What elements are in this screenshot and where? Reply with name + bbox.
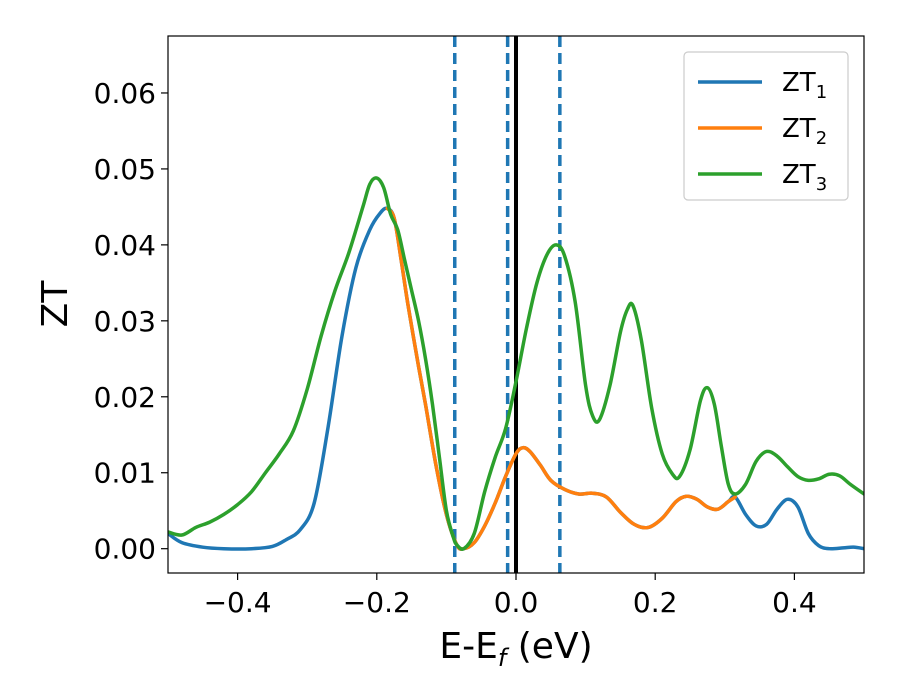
series-lines	[168, 176, 864, 551]
series-line-zt3	[168, 176, 864, 551]
y-tick-label: 0.01	[94, 457, 156, 490]
legend-label-zt1: ZT1	[782, 68, 827, 103]
y-tick-label: 0.04	[94, 229, 156, 262]
x-tick-label: −0.2	[343, 586, 411, 619]
y-tick-label: 0.02	[94, 381, 156, 414]
x-axis-label: E-Ef (eV)	[439, 626, 592, 672]
y-tick-label: 0.06	[94, 77, 156, 110]
y-axis-ticks: 0.00 0.01 0.02 0.03 0.04 0.05 0.06	[94, 77, 168, 566]
legend-box	[683, 51, 849, 201]
x-tick-label: 0.0	[494, 586, 539, 619]
series-line-zt2	[385, 206, 737, 551]
x-tick-label: 0.2	[633, 586, 678, 619]
legend-label-zt3: ZT3	[782, 160, 827, 195]
y-tick-label: 0.05	[94, 153, 156, 186]
y-tick-label: 0.03	[94, 305, 156, 338]
x-axis-ticks: −0.4 −0.2 0.0 0.2 0.4	[204, 573, 817, 619]
x-tick-label: 0.4	[772, 586, 817, 619]
legend-label-zt2: ZT2	[782, 114, 827, 149]
legend: ZT1 ZT2 ZT3	[683, 51, 849, 201]
y-tick-label: 0.00	[94, 533, 156, 566]
y-axis-label: ZT	[35, 280, 76, 328]
reference-lines	[453, 36, 562, 573]
x-tick-label: −0.4	[204, 586, 272, 619]
